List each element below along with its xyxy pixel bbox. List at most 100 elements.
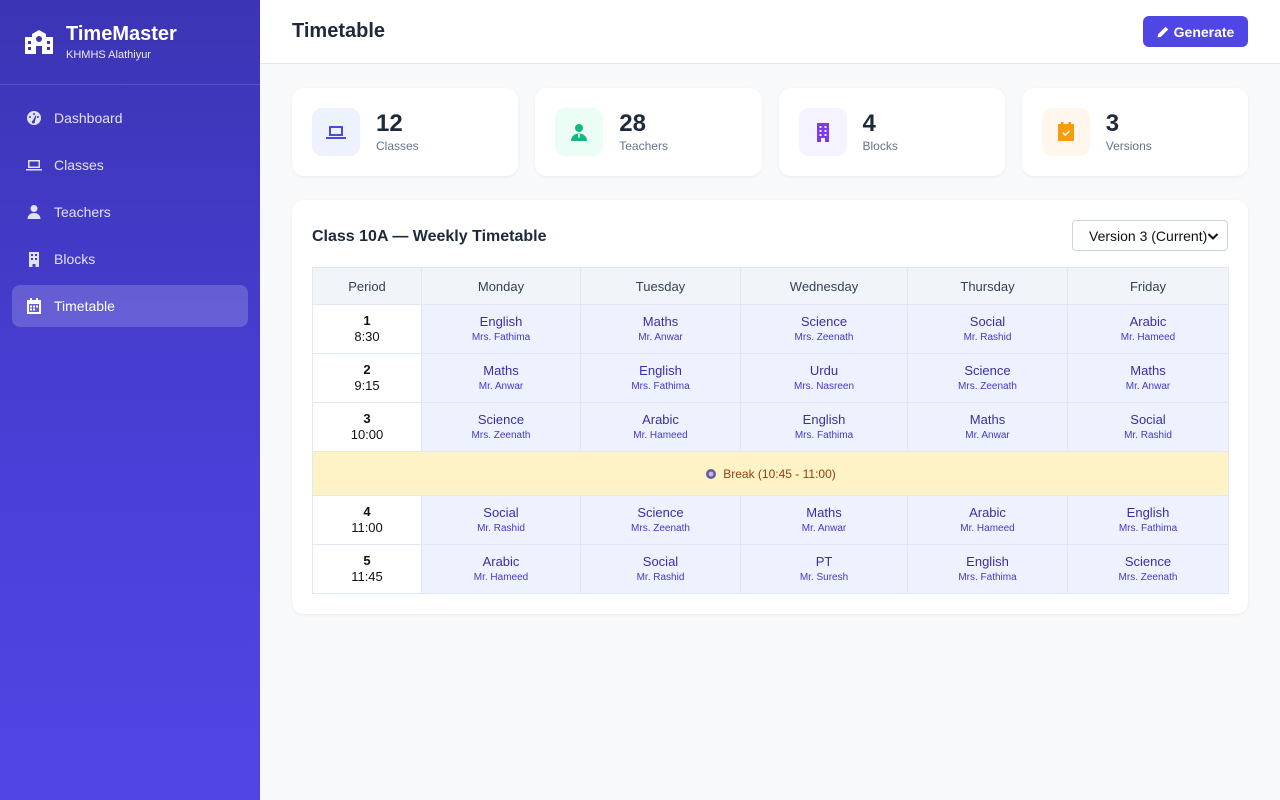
slot-subject: Maths bbox=[969, 412, 1006, 427]
period-cell: 2 9:15 bbox=[312, 353, 422, 403]
slot-subject: Science bbox=[1124, 554, 1172, 569]
slot-teacher: Mrs. Fathima bbox=[631, 381, 690, 392]
laptop-icon bbox=[26, 157, 42, 173]
slot-subject: Science bbox=[477, 412, 525, 427]
timetable-slot[interactable]: Maths Mr. Anwar bbox=[580, 304, 741, 354]
top-header: Timetable Generate bbox=[260, 0, 1280, 64]
period-number: 5 bbox=[363, 553, 371, 568]
timetable-slot[interactable]: English Mrs. Fathima bbox=[907, 544, 1068, 594]
column-header: Thursday bbox=[907, 267, 1068, 305]
brand-subtitle: KHMHS Alathiyur bbox=[66, 49, 151, 61]
sidebar-item-classes[interactable]: Classes bbox=[12, 144, 248, 186]
sidebar: TimeMaster KHMHS Alathiyur Dashboard Cla… bbox=[0, 0, 260, 800]
timetable-slot[interactable]: English Mrs. Fathima bbox=[421, 304, 581, 354]
slot-subject: PT bbox=[815, 554, 833, 569]
timetable-slot[interactable]: English Mrs. Fathima bbox=[740, 402, 908, 452]
slot-teacher: Mr. Anwar bbox=[638, 332, 683, 343]
timetable-slot[interactable]: Science Mrs. Zeenath bbox=[421, 402, 581, 452]
column-header: Tuesday bbox=[580, 267, 741, 305]
timetable-slot[interactable]: Arabic Mr. Hameed bbox=[907, 495, 1068, 545]
stat-card-versions: 3 Versions bbox=[1021, 88, 1248, 176]
slot-teacher: Mrs. Zeenath bbox=[958, 381, 1017, 392]
stat-value: 28 bbox=[619, 110, 646, 137]
slot-teacher: Mrs. Nasreen bbox=[793, 381, 854, 392]
slot-teacher: Mr. Rashid bbox=[636, 572, 685, 583]
sidebar-item-teachers[interactable]: Teachers bbox=[12, 191, 248, 233]
slot-subject: Arabic bbox=[482, 554, 520, 569]
sidebar-item-dashboard[interactable]: Dashboard bbox=[12, 97, 248, 139]
timetable-slot[interactable]: Urdu Mrs. Nasreen bbox=[740, 353, 908, 403]
generate-button[interactable]: Generate bbox=[1143, 16, 1248, 47]
timetable-slot[interactable]: Science Mrs. Zeenath bbox=[1067, 544, 1229, 594]
slot-subject: Urdu bbox=[809, 363, 839, 378]
period-time: 8:30 bbox=[354, 329, 380, 344]
slot-teacher: Mr. Anwar bbox=[1125, 381, 1171, 392]
timetable-slot[interactable]: Science Mrs. Zeenath bbox=[580, 495, 741, 545]
dashboard-icon bbox=[26, 110, 42, 126]
sidebar-item-timetable[interactable]: Timetable bbox=[12, 285, 248, 327]
table-row: 1 8:30 English Mrs. Fathima Maths Mr. Anwar Sc… bbox=[312, 304, 1229, 354]
timetable-slot[interactable]: Maths Mr. Anwar bbox=[1067, 353, 1229, 403]
period-time: 11:00 bbox=[351, 520, 383, 535]
slot-teacher: Mrs. Fathima bbox=[471, 332, 531, 343]
timetable-slot[interactable]: Social Mr. Rashid bbox=[421, 495, 581, 545]
slot-subject: Arabic bbox=[642, 412, 679, 427]
timetable-slot[interactable]: Social Mr. Rashid bbox=[580, 544, 741, 594]
slot-teacher: Mr. Anwar bbox=[801, 523, 847, 534]
slot-subject: Arabic bbox=[969, 505, 1006, 520]
slot-teacher: Mrs. Zeenath bbox=[631, 523, 690, 534]
slot-subject: Social bbox=[483, 505, 519, 520]
period-cell: 5 11:45 bbox=[312, 544, 422, 594]
version-select[interactable]: Version 3 (Current) bbox=[1072, 220, 1228, 251]
page-title: Timetable bbox=[292, 20, 385, 42]
stat-card-teachers: 28 Teachers bbox=[535, 88, 762, 176]
table-row: 4 11:00 Social Mr. Rashid Science Mrs. Zeenat… bbox=[312, 495, 1229, 545]
period-time: 9:15 bbox=[354, 378, 380, 393]
laptop-icon bbox=[312, 108, 360, 156]
slot-teacher: Mrs. Fathima bbox=[794, 430, 854, 441]
slot-teacher: Mrs. Zeenath bbox=[1118, 572, 1178, 583]
slot-subject: Maths bbox=[1130, 363, 1166, 378]
slot-teacher: Mr. Rashid bbox=[1124, 430, 1172, 441]
slot-teacher: Mr. Hameed bbox=[1120, 332, 1176, 343]
timetable-slot[interactable]: Social Mr. Rashid bbox=[907, 304, 1068, 354]
timetable-slot[interactable]: Arabic Mr. Hameed bbox=[580, 402, 741, 452]
brand: TimeMaster KHMHS Alathiyur bbox=[0, 0, 260, 85]
stats-row: 12 Classes 28 Teachers 4 Blocks 3 Versio… bbox=[292, 88, 1248, 176]
table-row: 3 10:00 Science Mrs. Zeenath Arabic Mr. Hamee… bbox=[312, 402, 1229, 452]
column-header: Period bbox=[312, 267, 422, 305]
slot-subject: Maths bbox=[806, 505, 842, 520]
timetable-slot[interactable]: Maths Mr. Anwar bbox=[907, 402, 1068, 452]
timetable-slot[interactable]: Maths Mr. Anwar bbox=[740, 495, 908, 545]
period-cell: 3 10:00 bbox=[312, 402, 422, 452]
period-time: 11:45 bbox=[351, 569, 383, 584]
stat-value: 12 bbox=[376, 110, 403, 137]
coffee-icon bbox=[706, 468, 717, 479]
timetable-slot[interactable]: Science Mrs. Zeenath bbox=[740, 304, 908, 354]
slot-subject: English bbox=[802, 412, 846, 427]
slot-subject: Science bbox=[637, 505, 684, 520]
slot-teacher: Mr. Rashid bbox=[477, 523, 525, 534]
slot-subject: Arabic bbox=[1129, 314, 1167, 329]
timetable-slot[interactable]: Arabic Mr. Hameed bbox=[1067, 304, 1229, 354]
table-header-row: Period Monday Tuesday Wednesday Thursday… bbox=[312, 267, 1229, 305]
timetable-card: Class 10A — Weekly Timetable Version 3 (… bbox=[292, 200, 1248, 614]
timetable-slot[interactable]: English Mrs. Fathima bbox=[1067, 495, 1229, 545]
sidebar-item-blocks[interactable]: Blocks bbox=[12, 238, 248, 280]
timetable-slot[interactable]: Social Mr. Rashid bbox=[1067, 402, 1229, 452]
generate-button-label: Generate bbox=[1173, 23, 1235, 40]
slot-teacher: Mr. Anwar bbox=[478, 381, 524, 392]
chevron-down-icon bbox=[1207, 233, 1219, 240]
timetable-slot[interactable]: Maths Mr. Anwar bbox=[421, 353, 581, 403]
slot-teacher: Mr. Hameed bbox=[633, 430, 688, 441]
building-icon bbox=[798, 108, 847, 156]
timetable-slot[interactable]: Arabic Mr. Hameed bbox=[421, 544, 581, 594]
timetable-slot[interactable]: PT Mr. Suresh bbox=[740, 544, 908, 594]
calendar-check-icon bbox=[1041, 108, 1090, 156]
timetable-slot[interactable]: English Mrs. Fathima bbox=[580, 353, 741, 403]
slot-teacher: Mr. Rashid bbox=[963, 332, 1012, 343]
slot-teacher: Mr. Suresh bbox=[799, 572, 849, 583]
period-time: 10:00 bbox=[350, 427, 384, 442]
timetable-slot[interactable]: Science Mrs. Zeenath bbox=[907, 353, 1068, 403]
timetable-grid: Period Monday Tuesday Wednesday Thursday… bbox=[312, 267, 1229, 594]
